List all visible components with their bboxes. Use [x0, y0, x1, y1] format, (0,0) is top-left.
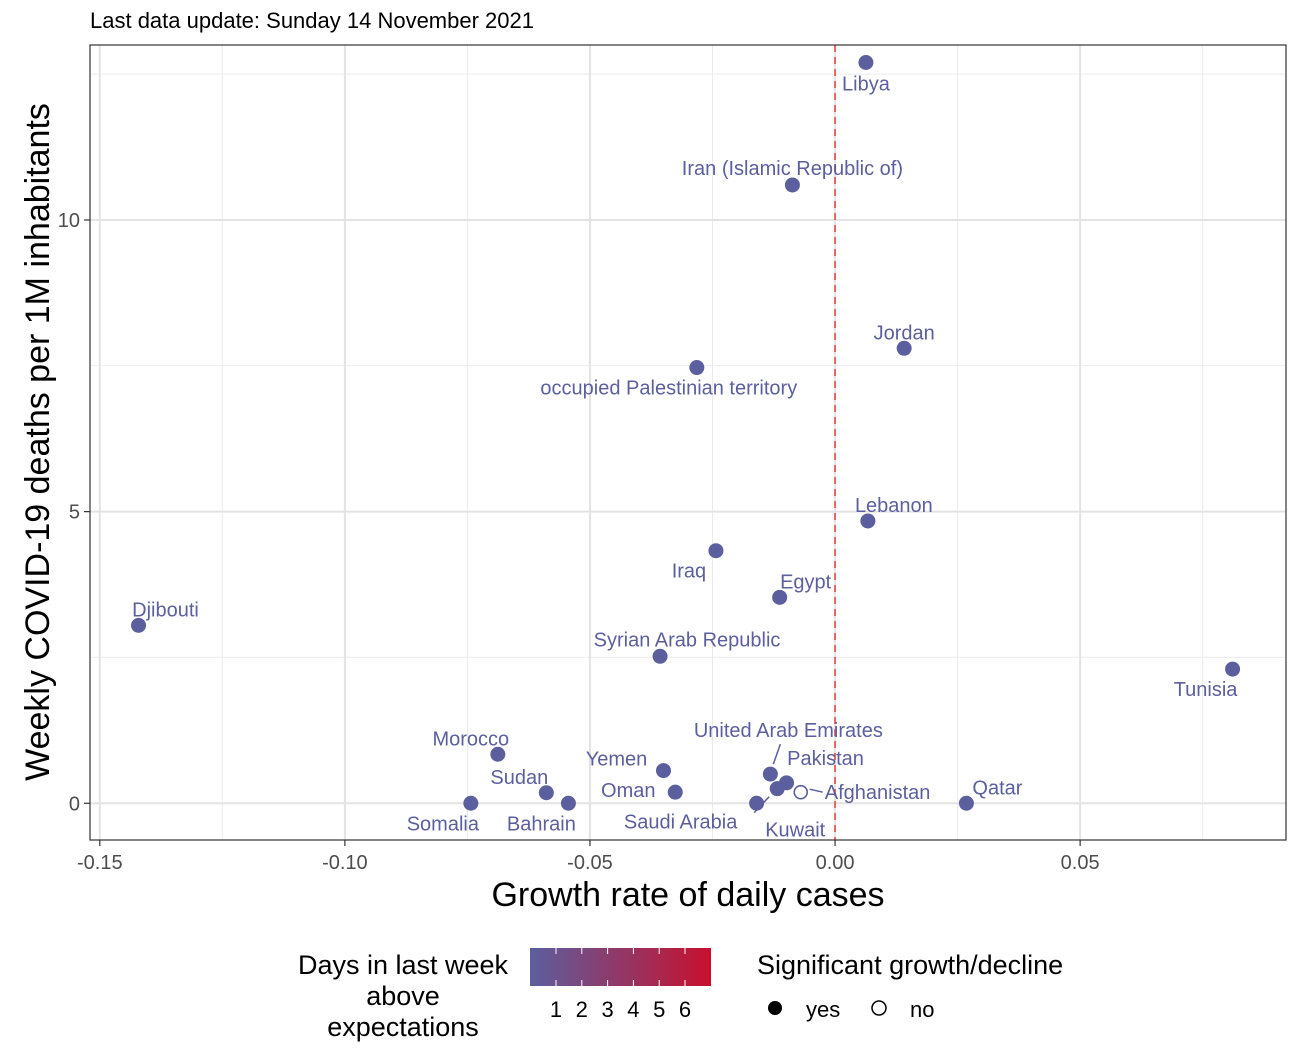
grid-minor	[90, 45, 1286, 840]
x-tick-label: 0.00	[816, 852, 855, 874]
legend-color-title-line-2: above	[366, 981, 440, 1011]
point-somalia	[463, 795, 479, 811]
x-axis-ticks: -0.15 -0.10 -0.05 0.00 0.05	[77, 840, 1100, 874]
x-tick-label: -0.10	[322, 852, 368, 874]
label-morocco: Morocco	[432, 728, 509, 750]
label-qatar: Qatar	[972, 777, 1022, 799]
label-kuwait: Kuwait	[765, 820, 825, 842]
label-sudan: Sudan	[490, 767, 548, 789]
y-axis-ticks: 0 5 10	[58, 210, 90, 815]
y-axis-title: Weekly COVID-19 deaths per 1M inhabitant…	[19, 103, 57, 781]
plot-border	[89, 44, 1287, 841]
plot-panel	[90, 45, 1286, 840]
point-oman	[667, 784, 683, 800]
label-pakistan: Pakistan	[787, 748, 864, 770]
point-yemen	[655, 763, 671, 779]
y-tick-label: 10	[58, 210, 80, 232]
label-yemen: Yemen	[586, 749, 648, 771]
y-tick-label: 5	[69, 502, 80, 524]
point-syrian-arab-republic	[652, 648, 668, 664]
x-tick-label: -0.05	[567, 852, 613, 874]
legend-color-title-line-3: expectations	[327, 1012, 479, 1042]
legend-shape: Significant growth/decline yes no	[757, 950, 1063, 1022]
point-djibouti	[131, 617, 147, 633]
x-axis-title: Growth rate of daily cases	[491, 876, 884, 914]
point-bahrain	[560, 795, 576, 811]
point-united-arab-emirates	[762, 766, 778, 782]
colorbar-label: 3	[601, 997, 613, 1022]
label-syrian-arab-republic: Syrian Arab Republic	[594, 629, 781, 651]
label-saudi-arabia: Saudi Arabia	[624, 811, 738, 833]
label-bahrain: Bahrain	[507, 813, 576, 835]
label-jordan: Jordan	[874, 322, 935, 344]
legend-open-circle-icon	[871, 1000, 887, 1016]
label-somalia: Somalia	[407, 813, 480, 835]
colorbar-label: 4	[627, 997, 639, 1022]
label-occupied-palestinian-territory: occupied Palestinian territory	[540, 378, 797, 400]
label-egypt: Egypt	[780, 571, 832, 593]
point-saudi-arabia	[749, 795, 765, 811]
point-kuwait	[769, 781, 785, 797]
label-afghanistan: Afghanistan	[825, 782, 931, 804]
x-tick-label: 0.05	[1061, 852, 1100, 874]
point-afghanistan	[793, 784, 809, 800]
point-sudan	[538, 785, 554, 801]
label-united-arab-emirates: United Arab Emirates	[694, 720, 883, 742]
point-libya	[858, 54, 874, 70]
label-libya: Libya	[842, 73, 891, 95]
data-point-labels: Libya Iran (Islamic Republic of) Jordan occ…	[132, 73, 1238, 841]
point-occupied-palestinian-territory	[689, 360, 705, 376]
colorbar-label: 6	[679, 997, 691, 1022]
leader-afghanistan	[809, 788, 823, 793]
legend-colorbar	[530, 948, 711, 986]
colorbar-label: 2	[576, 997, 588, 1022]
x-tick-label: -0.15	[77, 852, 123, 874]
point-iran-islamic-republic-of	[784, 177, 800, 193]
data-points	[131, 54, 1241, 811]
chart-subtitle: Last data update: Sunday 14 November 202…	[90, 8, 534, 33]
point-tunisia	[1225, 661, 1241, 677]
label-lebanon: Lebanon	[855, 495, 933, 517]
leader-united-arab-emirates	[772, 743, 782, 765]
legend-color-title-line-1: Days in last week	[298, 950, 509, 980]
point-jordan	[896, 340, 912, 356]
point-morocco	[490, 746, 506, 762]
legend-filled-circle-icon	[768, 1001, 782, 1015]
y-tick-label: 0	[69, 793, 80, 815]
point-iraq	[708, 543, 724, 559]
legend-shape-yes: yes	[806, 997, 840, 1022]
legend-shape-no: no	[910, 997, 934, 1022]
point-qatar	[958, 795, 974, 811]
label-djibouti: Djibouti	[132, 599, 199, 621]
colorbar-rect	[530, 948, 711, 986]
point-lebanon	[860, 513, 876, 529]
colorbar-label: 5	[653, 997, 665, 1022]
colorbar-label: 1	[550, 997, 562, 1022]
point-egypt	[772, 589, 788, 605]
label-oman: Oman	[601, 780, 655, 802]
label-iran-islamic-republic-of: Iran (Islamic Republic of)	[682, 158, 903, 180]
label-tunisia: Tunisia	[1174, 679, 1239, 701]
label-iraq: Iraq	[672, 561, 706, 583]
legend-shape-title: Significant growth/decline	[757, 950, 1063, 980]
